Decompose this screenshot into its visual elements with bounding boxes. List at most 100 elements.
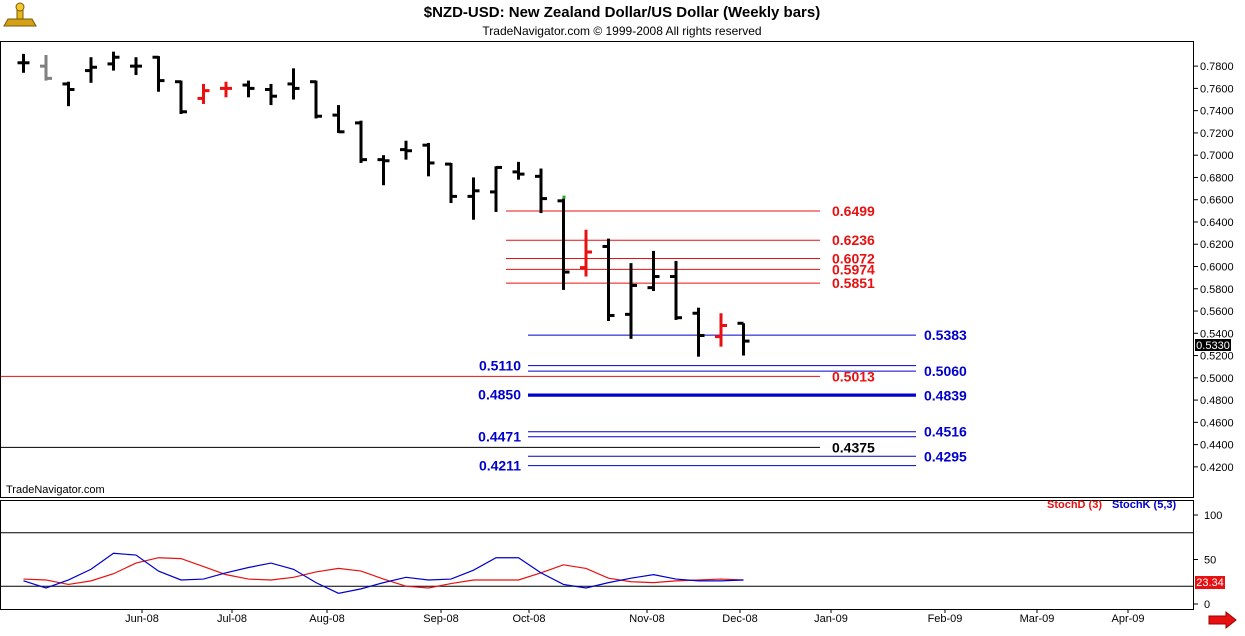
y-tick-label: 0.6200 — [1200, 239, 1234, 251]
x-tick-label: Nov-08 — [629, 613, 664, 625]
level-label: 0.5383 — [924, 327, 967, 343]
y-tick-label: 0.7600 — [1200, 83, 1234, 95]
ohlc-bar — [580, 229, 592, 277]
level-label: 0.5060 — [924, 363, 967, 379]
x-tick-label: Jul-08 — [217, 613, 247, 625]
stoch-y-tick-label: 100 — [1204, 510, 1222, 522]
ohlc-bar — [107, 51, 120, 71]
last-price-badge — [1195, 339, 1231, 351]
stoch-y-tick-label: 50 — [1204, 555, 1216, 567]
ohlc-bar — [377, 155, 390, 186]
chart-subtitle: TradeNavigator.com © 1999-2008 All right… — [482, 24, 761, 38]
x-tick-label: Apr-09 — [1111, 613, 1144, 625]
ohlc-bar — [602, 238, 615, 322]
x-tick-label: Mar-09 — [1020, 613, 1055, 625]
stoch-panel-frame — [0, 500, 1194, 610]
level-label: 0.5851 — [832, 275, 875, 291]
ohlc-bar — [737, 321, 750, 356]
stoch-series-line — [23, 552, 744, 594]
level-label: 0.4850 — [478, 387, 521, 403]
x-tick-label: Dec-08 — [722, 613, 757, 625]
level-label: 0.5974 — [832, 261, 875, 277]
y-tick-label: 0.5400 — [1200, 328, 1234, 340]
level-label: 0.4839 — [924, 388, 967, 404]
ohlc-bar — [310, 80, 322, 119]
ohlc-bar — [62, 81, 75, 107]
x-tick-label: Feb-09 — [928, 613, 963, 625]
scroll-right-icon[interactable] — [1207, 610, 1237, 630]
y-tick-label: 0.5200 — [1200, 351, 1234, 363]
trade-navigator-logo-icon — [3, 2, 37, 27]
x-axis: Jun-08 Jul-08 Aug-08 Sep-08 Oct-08 Nov-08 Dec-… — [125, 609, 1145, 625]
ohlc-bar — [490, 165, 502, 212]
ohlc-bar — [512, 161, 525, 180]
stoch-value-label: 23.34 — [1196, 577, 1224, 589]
level-label: 0.4211 — [479, 458, 521, 474]
ohlc-bar — [265, 83, 277, 106]
y-tick-label: 0.5600 — [1200, 306, 1234, 318]
ohlc-bar — [670, 260, 682, 320]
ohlc-bar — [175, 80, 187, 114]
stoch-lines — [23, 552, 744, 594]
level-label: 0.6499 — [832, 203, 875, 219]
ohlc-bar — [647, 250, 660, 291]
ohlc-bar — [152, 55, 165, 92]
ohlc-bar — [220, 81, 232, 98]
ohlc-bar — [40, 55, 52, 81]
level-label: 0.6072 — [832, 250, 875, 266]
y-tick-label: 0.6600 — [1200, 195, 1234, 207]
y-tick-label: 0.5800 — [1200, 284, 1234, 296]
ohlc-bar — [130, 57, 142, 76]
level-label: 0.4516 — [924, 424, 967, 440]
watermark-text: TradeNavigator.com — [6, 484, 105, 496]
ohlc-bar — [557, 198, 570, 290]
y-tick-label: 0.7800 — [1200, 61, 1234, 73]
level-label: 0.6236 — [832, 232, 875, 248]
x-tick-label: Aug-08 — [309, 613, 344, 625]
chart-title: $NZD-USD: New Zealand Dollar/US Dollar (… — [424, 4, 820, 21]
y-tick-label: 0.4600 — [1200, 417, 1234, 429]
ohlc-bar — [197, 83, 210, 104]
x-tick-label: Sep-08 — [423, 613, 458, 625]
x-tick-label: Jun-08 — [125, 613, 159, 625]
last-price-label: 0.5330 — [1196, 340, 1230, 352]
ohlc-bar — [332, 105, 345, 134]
y-tick-label: 0.5000 — [1200, 373, 1234, 385]
ohlc-bar — [355, 120, 367, 163]
ohlc-bar — [467, 177, 480, 220]
ohlc-bar — [535, 168, 547, 214]
legend-stochk: StochK (5,3) — [1112, 499, 1177, 511]
ohlc-bar — [242, 80, 255, 98]
level-label: 0.4295 — [924, 448, 967, 464]
y-tick-label: 0.4800 — [1200, 395, 1234, 407]
stoch-y-tick-label: 0 — [1204, 599, 1210, 611]
y-tick-label: 0.6800 — [1200, 172, 1234, 184]
y-tick-label: 0.7000 — [1200, 150, 1234, 162]
legend-stochd: StochD (3) — [1047, 499, 1102, 511]
ohlc-bar — [85, 57, 97, 83]
y-tick-label: 0.4200 — [1200, 462, 1234, 474]
y-tick-label: 0.7400 — [1200, 106, 1234, 118]
price-bars — [17, 51, 750, 357]
level-label: 0.4471 — [478, 429, 521, 445]
y-tick-label: 0.7200 — [1200, 128, 1234, 140]
stoch-value-badge — [1195, 576, 1225, 589]
ohlc-bar — [715, 313, 727, 347]
y-tick-label: 0.4400 — [1200, 440, 1234, 452]
ohlc-bar — [445, 162, 457, 204]
stoch-series-line — [23, 557, 744, 589]
x-tick-label: Oct-08 — [512, 613, 545, 625]
ohlc-bar — [17, 53, 30, 73]
x-tick-label: Jan-09 — [814, 613, 848, 625]
y-tick-label: 0.6400 — [1200, 217, 1234, 229]
signal-marker — [562, 195, 566, 199]
y-tick-label: 0.6000 — [1200, 262, 1234, 274]
ohlc-bar — [287, 68, 300, 100]
level-label: 0.5013 — [832, 368, 875, 384]
ohlc-bar — [625, 263, 637, 339]
stoch-axis: 100 50 0 — [1, 510, 1222, 611]
level-label: 0.5110 — [479, 358, 521, 374]
level-label: 0.4375 — [832, 439, 875, 455]
